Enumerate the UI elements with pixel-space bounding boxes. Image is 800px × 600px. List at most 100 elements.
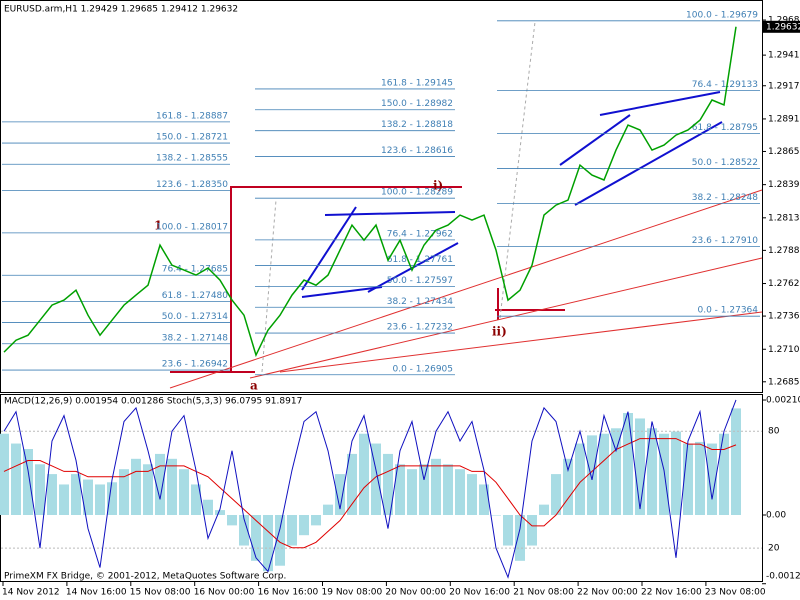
x-tick-label: 22 Nov 16:00 — [641, 588, 702, 598]
macd-bar — [695, 441, 705, 515]
macd-bar — [263, 515, 273, 572]
wave-label: ii) — [492, 325, 507, 339]
x-tick-label: 14 Nov 16:00 — [66, 588, 127, 598]
macd-bar — [275, 515, 285, 566]
macd-bar — [515, 515, 525, 561]
fib-label: 50.0 - 1.28522 — [692, 158, 758, 168]
macd-bar — [191, 484, 201, 515]
macd-bar — [683, 443, 693, 515]
x-tick-label: 20 Nov 16:00 — [449, 588, 510, 598]
trend-line — [279, 311, 763, 373]
x-tick-label: 16 Nov 16:00 — [258, 588, 319, 598]
fib-label: 161.8 - 1.28887 — [156, 111, 228, 121]
fib-label: 38.2 - 1.27148 — [162, 333, 228, 343]
macd-bar — [719, 433, 729, 515]
fib-label: 150.0 - 1.28982 — [381, 99, 453, 109]
current-price-box — [763, 20, 800, 33]
y-tick-label: 1.29685 — [768, 16, 800, 26]
fib-label: 23.6 - 1.26942 — [162, 360, 228, 370]
macd-bar — [563, 458, 573, 515]
x-tick-label: 22 Nov 00:00 — [577, 588, 638, 598]
fib-label: 38.2 - 1.28248 — [692, 193, 758, 203]
fib-label: 50.0 - 1.27314 — [162, 312, 228, 322]
macd-bar — [0, 433, 9, 515]
macd-bar — [575, 443, 585, 515]
current-price: 1.29632 — [766, 22, 800, 32]
macd-bar — [131, 458, 141, 515]
x-tick-label: 20 Nov 00:00 — [385, 588, 446, 598]
fib-label: 123.6 - 1.28616 — [381, 146, 453, 156]
fib-label: 150.0 - 1.28721 — [156, 133, 228, 143]
macd-bar — [599, 433, 609, 515]
macd-bar — [467, 474, 477, 515]
macd-bar — [155, 453, 165, 515]
macd-bar — [383, 453, 393, 515]
macd-bar — [731, 408, 741, 515]
y-tick-label: 1.28910 — [768, 114, 800, 124]
trend-line — [169, 189, 763, 389]
macd-bar — [455, 469, 465, 515]
fib-label: 0.0 - 1.26905 — [393, 364, 454, 374]
macd-bar — [395, 464, 405, 515]
fib-base — [499, 21, 536, 319]
y-tick-label: 1.27620 — [768, 279, 800, 289]
macd-bar — [323, 504, 333, 515]
x-tick-label: 16 Nov 00:00 — [194, 588, 255, 598]
macd-bar — [359, 433, 369, 515]
x-tick-label: 14 Nov 2012 — [2, 588, 60, 598]
y-tick-label: 1.28135 — [768, 213, 800, 223]
macd-bar — [299, 515, 309, 536]
macd-bar — [587, 435, 597, 515]
channel-line — [324, 211, 456, 216]
fib-label: 61.8 - 1.27761 — [387, 255, 453, 265]
y-tick-label: 1.29170 — [768, 81, 800, 91]
macd-bar — [239, 515, 249, 546]
channel-line — [599, 91, 721, 116]
macd-bar — [71, 474, 81, 515]
macd-tick-label: 0.00 — [766, 511, 786, 521]
x-tick-label: 15 Nov 08:00 — [130, 588, 191, 598]
fib-label: 61.8 - 1.27480 — [162, 291, 228, 301]
macd-bar — [335, 474, 345, 515]
macd-tick-label: -0.00126 — [766, 572, 800, 582]
macd-bar — [527, 515, 537, 546]
channel-line — [301, 206, 357, 291]
x-tick-label: 19 Nov 08:00 — [322, 588, 383, 598]
macd-signal — [3, 438, 737, 549]
copyright: PrimeXM FX Bridge, © 2001-2012, MetaQuot… — [4, 572, 286, 582]
macd-bar — [287, 515, 297, 546]
macd-bar — [215, 510, 225, 515]
y-tick-label: 1.27105 — [768, 345, 800, 355]
macd-bar — [371, 443, 381, 515]
trend-line — [249, 257, 763, 379]
macd-bar — [659, 433, 669, 515]
macd-bar — [347, 453, 357, 515]
fib-label: 38.2 - 1.27434 — [387, 297, 453, 307]
x-tick-label: 21 Nov 08:00 — [513, 588, 574, 598]
macd-bar — [311, 515, 321, 526]
macd-bar — [647, 428, 657, 515]
chart-header: EURUSD.arm,H1 1.29429 1.29685 1.29412 1.… — [4, 5, 238, 15]
fib-label: 23.6 - 1.27232 — [387, 323, 453, 333]
macd-bar — [11, 443, 21, 515]
fib-label: 0.0 - 1.27364 — [698, 306, 759, 316]
indicator-title: MACD(12,26,9) 0.001954 0.001286 Stoch(5,… — [4, 397, 302, 407]
macd-bar — [611, 428, 621, 515]
macd-bar — [107, 482, 117, 515]
y-tick-label: 1.29410 — [768, 51, 800, 61]
macd-bar — [143, 464, 153, 515]
macd-bar — [251, 515, 261, 561]
macd-bar — [671, 431, 681, 515]
fib-label: 50.0 - 1.27597 — [387, 276, 453, 286]
fib-label: 138.2 - 1.28818 — [381, 120, 453, 130]
macd-bar — [431, 458, 441, 515]
x-tick-label: 23 Nov 08:00 — [705, 588, 766, 598]
macd-bar — [635, 418, 645, 515]
macd-bar — [491, 515, 501, 516]
macd-tick-label: 0.002108 — [766, 396, 800, 406]
stoch-tick-label: 20 — [768, 544, 780, 554]
stoch-tick-label: 80 — [768, 427, 780, 437]
y-tick-label: 1.28655 — [768, 147, 800, 157]
